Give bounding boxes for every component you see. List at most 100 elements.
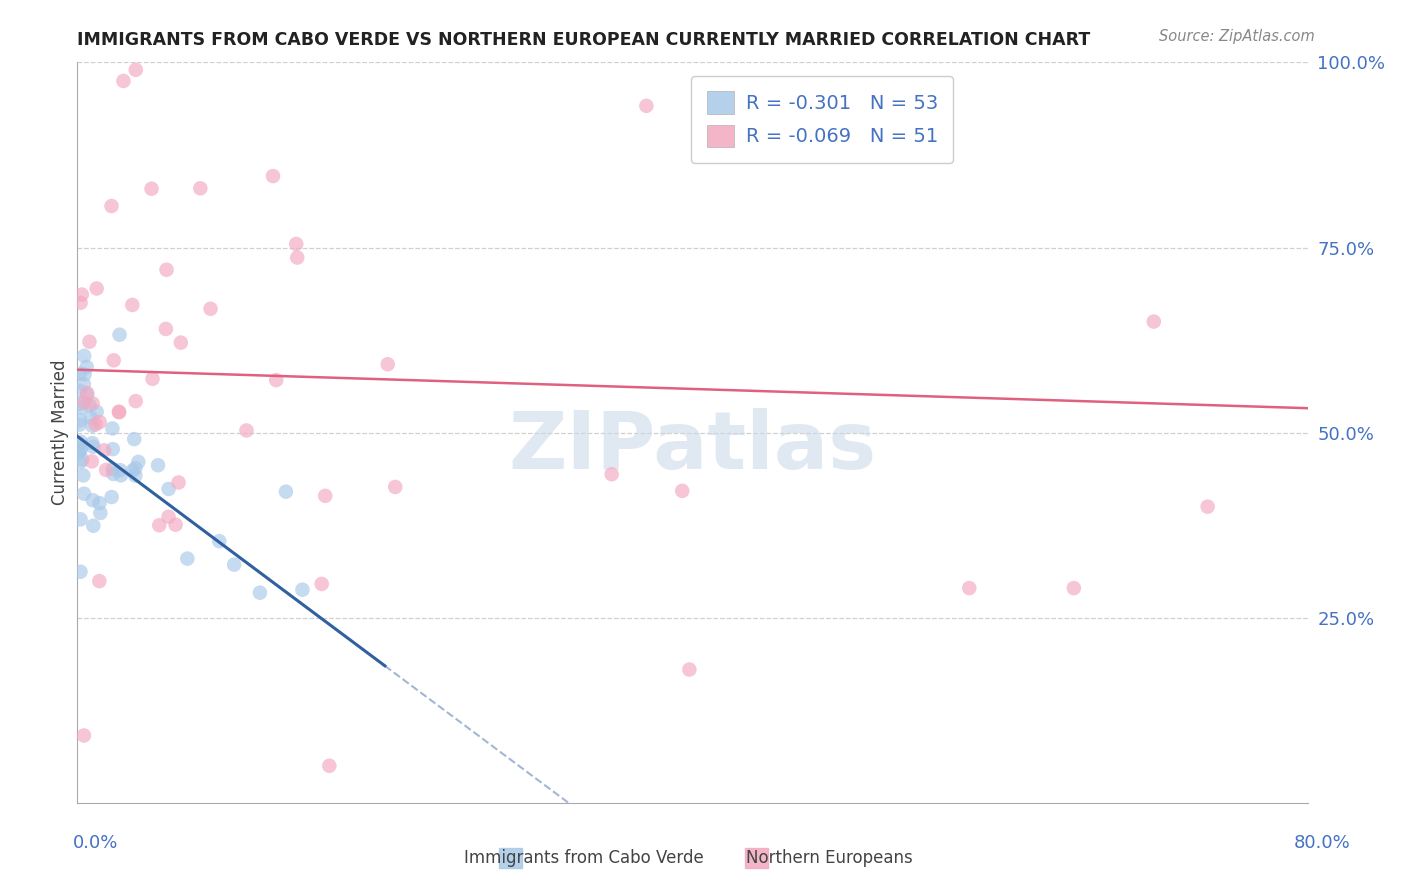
Point <box>127 455 149 469</box>
Point <box>82 418 104 433</box>
Point <box>82 518 104 533</box>
Point <box>108 463 131 477</box>
Point <box>148 518 170 533</box>
Point <box>957 581 980 595</box>
Text: Source: ZipAtlas.com: Source: ZipAtlas.com <box>1159 29 1315 44</box>
Point <box>67 397 90 411</box>
Point <box>1197 500 1219 514</box>
Point <box>73 377 96 392</box>
Point <box>82 436 104 450</box>
Point <box>146 458 169 473</box>
Point <box>101 462 124 476</box>
Point <box>73 368 96 382</box>
Point <box>384 480 406 494</box>
Point <box>101 421 124 435</box>
Point <box>69 384 91 398</box>
Point <box>285 237 308 252</box>
Point <box>72 468 94 483</box>
Point <box>200 301 222 316</box>
Point <box>69 442 91 457</box>
Point <box>79 398 101 412</box>
Text: 0.0%: 0.0% <box>73 834 118 852</box>
Point <box>112 74 135 88</box>
Point <box>125 394 148 409</box>
Point <box>157 509 180 524</box>
Point <box>155 322 177 336</box>
Text: 80.0%: 80.0% <box>1294 834 1350 852</box>
Point <box>70 401 93 415</box>
Text: IMMIGRANTS FROM CABO VERDE VS NORTHERN EUROPEAN CURRENTLY MARRIED CORRELATION CH: IMMIGRANTS FROM CABO VERDE VS NORTHERN E… <box>77 31 1091 49</box>
Point <box>76 387 98 401</box>
Point <box>80 454 103 468</box>
Point <box>208 534 231 549</box>
Point <box>69 434 91 449</box>
Point <box>82 396 104 410</box>
Point <box>101 442 124 457</box>
Point <box>141 372 163 386</box>
Point <box>224 558 246 572</box>
Point <box>69 455 91 469</box>
Text: ZIPatlas: ZIPatlas <box>509 409 876 486</box>
Point <box>89 415 111 429</box>
Point <box>285 251 308 265</box>
Point <box>89 506 111 520</box>
Point <box>69 512 91 526</box>
Point <box>274 484 297 499</box>
Point <box>67 445 90 459</box>
Legend: R = -0.301   N = 53, R = -0.069   N = 51: R = -0.301 N = 53, R = -0.069 N = 51 <box>692 76 953 162</box>
Point <box>103 467 125 481</box>
Point <box>124 461 146 475</box>
Point <box>121 464 143 478</box>
Point <box>141 182 163 196</box>
Point <box>264 373 287 387</box>
Point <box>100 490 122 504</box>
Point <box>262 169 284 183</box>
Point <box>69 295 91 310</box>
Point <box>76 359 98 374</box>
Y-axis label: Currently Married: Currently Married <box>51 359 69 506</box>
Point <box>70 452 93 467</box>
Point <box>311 577 333 591</box>
Point <box>176 551 198 566</box>
Point <box>86 281 108 295</box>
Point <box>1063 581 1085 595</box>
Point <box>165 517 187 532</box>
Point <box>124 468 146 483</box>
Point <box>110 468 132 483</box>
Point <box>82 440 104 454</box>
Point <box>69 413 91 427</box>
Point <box>86 405 108 419</box>
Point <box>291 582 314 597</box>
Point <box>1143 314 1166 328</box>
Point <box>155 262 177 277</box>
Point <box>70 287 93 301</box>
Point <box>80 410 103 425</box>
Point <box>318 758 340 772</box>
Point <box>108 405 131 419</box>
Text: Immigrants from Cabo Verde: Immigrants from Cabo Verde <box>464 849 703 867</box>
Point <box>84 417 107 432</box>
Point <box>73 395 96 409</box>
Point <box>188 181 212 195</box>
Text: Northern Europeans: Northern Europeans <box>747 849 912 867</box>
Point <box>249 585 271 599</box>
Point <box>121 298 143 312</box>
Point <box>82 493 104 508</box>
Point <box>76 386 98 401</box>
Point <box>122 432 145 446</box>
Point <box>79 334 101 349</box>
Point <box>69 417 91 432</box>
Point <box>636 99 658 113</box>
Point <box>108 405 131 419</box>
Point <box>600 467 623 482</box>
Point <box>69 565 91 579</box>
Point <box>89 574 111 588</box>
Point <box>170 335 193 350</box>
Point <box>108 327 131 342</box>
Point <box>73 729 96 743</box>
Point <box>678 663 700 677</box>
Point <box>93 443 115 458</box>
Point <box>125 62 148 77</box>
Point <box>73 349 96 363</box>
Point <box>235 424 257 438</box>
